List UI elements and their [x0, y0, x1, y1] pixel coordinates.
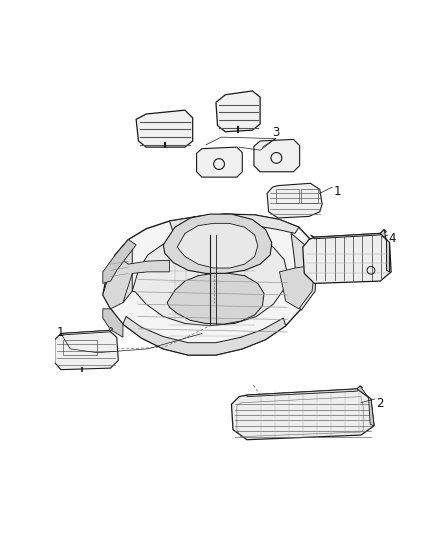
Polygon shape [103, 214, 317, 355]
Polygon shape [216, 91, 260, 132]
Text: 2: 2 [376, 397, 384, 409]
Polygon shape [132, 234, 287, 326]
Text: 4: 4 [388, 232, 396, 245]
Polygon shape [279, 255, 317, 309]
Polygon shape [136, 110, 193, 147]
Polygon shape [55, 330, 118, 370]
Polygon shape [163, 214, 272, 273]
Polygon shape [177, 223, 258, 268]
Polygon shape [231, 389, 374, 440]
Polygon shape [291, 233, 317, 310]
Polygon shape [167, 273, 264, 324]
Polygon shape [170, 214, 299, 233]
Polygon shape [357, 386, 374, 426]
Polygon shape [380, 230, 389, 272]
Polygon shape [254, 140, 300, 172]
Polygon shape [103, 239, 136, 284]
Polygon shape [61, 327, 113, 335]
Polygon shape [103, 255, 170, 309]
Polygon shape [110, 239, 132, 303]
Text: 3: 3 [272, 126, 279, 139]
Text: 1: 1 [57, 326, 64, 339]
Polygon shape [123, 317, 286, 355]
Polygon shape [311, 230, 386, 239]
Polygon shape [303, 233, 391, 284]
Polygon shape [103, 309, 123, 337]
Polygon shape [247, 386, 362, 397]
Text: 1: 1 [334, 185, 341, 198]
Polygon shape [197, 147, 242, 177]
Polygon shape [267, 183, 322, 218]
